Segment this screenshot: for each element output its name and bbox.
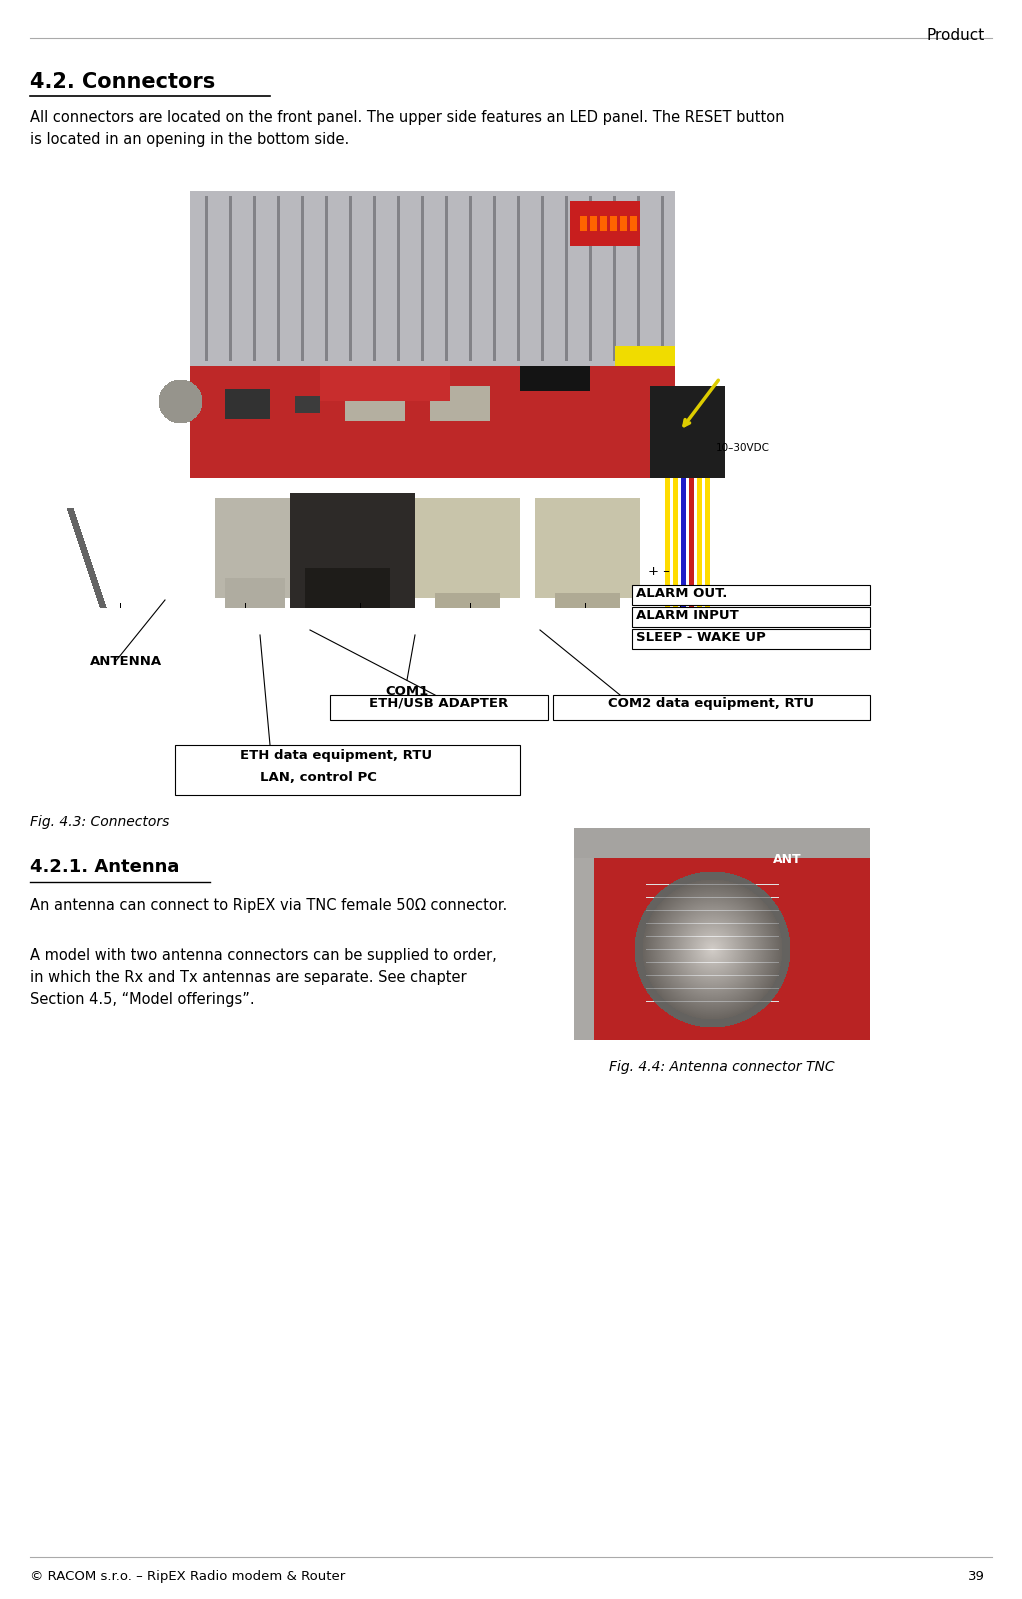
- Bar: [632, 628, 870, 649]
- Text: ETH data equipment, RTU: ETH data equipment, RTU: [240, 748, 432, 763]
- Text: ALARM OUT.: ALARM OUT.: [636, 587, 728, 600]
- Text: ANT: ANT: [773, 854, 801, 867]
- Text: SLEEP - WAKE UP: SLEEP - WAKE UP: [636, 632, 765, 644]
- Text: is located in an opening in the bottom side.: is located in an opening in the bottom s…: [30, 133, 350, 147]
- Text: All connectors are located on the front panel. The upper side features an LED pa: All connectors are located on the front …: [30, 110, 785, 125]
- Bar: [330, 696, 548, 720]
- Bar: [632, 608, 870, 627]
- Text: Section 4.5, “Model offerings”.: Section 4.5, “Model offerings”.: [30, 991, 254, 1007]
- Text: 39: 39: [968, 1570, 985, 1583]
- Bar: [632, 585, 870, 604]
- Text: Product: Product: [927, 29, 985, 43]
- Text: ANTENNA: ANTENNA: [90, 656, 162, 668]
- Text: 4.2. Connectors: 4.2. Connectors: [30, 72, 216, 93]
- Text: COM2 data equipment, RTU: COM2 data equipment, RTU: [608, 697, 815, 710]
- Text: 4.2.1. Antenna: 4.2.1. Antenna: [30, 859, 180, 876]
- Text: COM1: COM1: [385, 684, 428, 699]
- Text: in which the Rx and Tx antennas are separate. See chapter: in which the Rx and Tx antennas are sepa…: [30, 971, 467, 985]
- Text: LAN, control PC: LAN, control PC: [260, 771, 377, 784]
- Text: A model with two antenna connectors can be supplied to order,: A model with two antenna connectors can …: [30, 948, 497, 963]
- Bar: [553, 696, 870, 720]
- Text: Fig. 4.4: Antenna connector TNC: Fig. 4.4: Antenna connector TNC: [609, 1060, 835, 1075]
- Bar: [175, 745, 520, 795]
- Text: © RACOM s.r.o. – RipEX Radio modem & Router: © RACOM s.r.o. – RipEX Radio modem & Rou…: [30, 1570, 345, 1583]
- Text: An antenna can connect to RipEX via TNC female 50Ω connector.: An antenna can connect to RipEX via TNC …: [30, 899, 507, 913]
- Text: 10–30VDC: 10–30VDC: [716, 443, 770, 453]
- Text: ETH/USB ADAPTER: ETH/USB ADAPTER: [369, 697, 509, 710]
- Text: + –: + –: [648, 564, 669, 577]
- Text: ALARM INPUT: ALARM INPUT: [636, 609, 739, 622]
- Text: Fig. 4.3: Connectors: Fig. 4.3: Connectors: [30, 815, 170, 828]
